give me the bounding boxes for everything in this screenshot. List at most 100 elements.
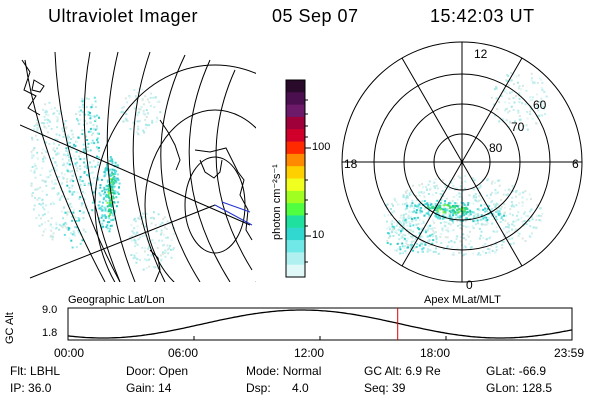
aurora-pixel [511, 184, 514, 187]
aurora-pixel [419, 228, 422, 231]
aurora-pixel [479, 184, 482, 187]
aurora-pixel [418, 203, 421, 206]
aurora-pixel [70, 148, 73, 151]
aurora-pixel [66, 169, 69, 172]
aurora-pixel [94, 165, 97, 168]
aurora-pixel [532, 82, 535, 85]
aurora-pixel [515, 189, 518, 192]
aurora-pixel [422, 191, 425, 194]
aurora-pixel [530, 79, 533, 82]
aurora-pixel [108, 201, 111, 204]
aurora-pixel [450, 211, 452, 214]
left-panel-caption: Geographic Lat/Lon [68, 294, 165, 306]
aurora-pixel [398, 233, 401, 236]
aurora-pixel [389, 243, 392, 246]
aurora-pixel [413, 241, 416, 244]
aurora-pixel [455, 213, 457, 216]
aurora-pixel [411, 237, 414, 240]
aurora-pixel [134, 241, 137, 244]
aurora-pixel [435, 192, 438, 194]
aurora-pixel [437, 252, 440, 255]
aurora-pixel [55, 115, 58, 118]
aurora-pixel [106, 185, 109, 188]
aurora-pixel [506, 74, 509, 76]
aurora-pixel [399, 246, 402, 248]
aurora-pixel [42, 108, 45, 111]
aurora-pixel [97, 176, 100, 179]
aurora-pixel [444, 236, 447, 239]
aurora-pixel [106, 169, 108, 172]
aurora-pixel [439, 204, 442, 207]
aurora-pixel [59, 197, 62, 200]
aurora-pixel [116, 173, 119, 176]
aurora-pixel [445, 216, 448, 219]
aurora-pixel [147, 247, 150, 250]
aurora-pixel [54, 161, 57, 164]
aurora-pixel [111, 177, 114, 180]
aurora-pixel [462, 202, 465, 205]
aurora-pixel [413, 207, 416, 210]
aurora-pixel [480, 199, 483, 202]
aurora-pixel [420, 245, 423, 248]
aurora-pixel [89, 121, 92, 124]
aurora-pixel [46, 121, 49, 124]
aurora-pixel [498, 184, 501, 187]
aurora-pixel [128, 95, 131, 97]
aurora-pixel [56, 139, 59, 142]
aurora-pixel [410, 204, 413, 207]
aurora-pixel [81, 105, 84, 108]
aurora-pixel [83, 161, 85, 164]
colorbar [285, 79, 311, 278]
aurora-pixel [459, 220, 462, 223]
aurora-pixel [60, 225, 63, 227]
aurora-pixel [540, 103, 543, 106]
aurora-pixel [452, 229, 455, 232]
aurora-pixel [65, 227, 68, 230]
aurora-pixel [36, 198, 39, 201]
aurora-pixel [164, 226, 166, 229]
aurora-pixel [521, 204, 524, 207]
aurora-pixel [165, 228, 168, 230]
aurora-pixel [108, 209, 111, 212]
aurora-pixel [439, 217, 441, 220]
aurora-pixel [133, 218, 136, 221]
aurora-pixel [386, 239, 389, 242]
aurora-pixel [424, 203, 427, 205]
aurora-pixel [492, 218, 495, 221]
aurora-pixel [412, 211, 415, 214]
aurora-pixel [90, 106, 93, 108]
aurora-pixel [451, 219, 454, 222]
aurora-pixel [112, 186, 115, 189]
aurora-pixel [401, 228, 404, 231]
aurora-pixel [113, 209, 116, 212]
aurora-pixel [433, 181, 436, 184]
aurora-pixel [85, 106, 88, 109]
aurora-pixel [60, 195, 63, 198]
aurora-pixel [408, 244, 411, 247]
aurora-pixel [479, 186, 482, 189]
aurora-pixel [431, 219, 434, 222]
aurora-pixel [441, 227, 444, 230]
aurora-pixel [448, 212, 451, 215]
aurora-pixel [449, 202, 452, 205]
aurora-pixel [449, 218, 452, 221]
aurora-pixel [411, 202, 414, 205]
aurora-pixel [507, 193, 509, 196]
aurora-pixel [480, 214, 483, 217]
aurora-pixel [401, 251, 404, 254]
aurora-pixel [498, 207, 501, 210]
aurora-pixel [506, 231, 509, 234]
aurora-pixel [477, 214, 480, 217]
aurora-pixel [153, 106, 156, 109]
aurora-pixel [415, 223, 418, 226]
aurora-pixel [416, 199, 419, 201]
aurora-pixel [517, 126, 520, 129]
aurora-pixel [404, 234, 407, 237]
aurora-pixel [541, 114, 544, 117]
aurora-pixel [447, 222, 450, 225]
aurora-pixel [464, 210, 467, 213]
aurora-pixel [456, 216, 459, 219]
aurora-pixel [486, 219, 489, 221]
aurora-pixel [520, 217, 523, 220]
aurora-pixel [66, 162, 69, 165]
